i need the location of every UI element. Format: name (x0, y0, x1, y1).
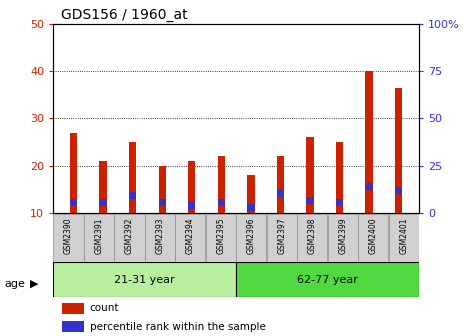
Bar (395, 88, 402, 213)
Text: ▶: ▶ (30, 279, 38, 289)
FancyBboxPatch shape (114, 214, 144, 262)
Bar (70, 199, 77, 206)
Bar (247, 175, 255, 213)
Text: count: count (90, 303, 119, 313)
Bar (365, 182, 373, 190)
Bar (395, 187, 402, 194)
Text: GSM2395: GSM2395 (216, 217, 225, 254)
FancyBboxPatch shape (297, 214, 327, 262)
FancyBboxPatch shape (175, 214, 206, 262)
Bar (62, 303, 84, 313)
Bar (188, 202, 195, 209)
FancyBboxPatch shape (84, 214, 114, 262)
Bar (277, 157, 284, 213)
Bar (100, 161, 107, 213)
FancyBboxPatch shape (206, 214, 236, 262)
Text: GSM2394: GSM2394 (186, 217, 195, 254)
Bar (62, 321, 84, 332)
Text: GSM2396: GSM2396 (247, 217, 256, 254)
FancyBboxPatch shape (267, 214, 297, 262)
Bar (365, 71, 373, 213)
Bar (336, 199, 343, 206)
Text: percentile rank within the sample: percentile rank within the sample (90, 322, 265, 332)
Text: GSM2390: GSM2390 (64, 217, 73, 254)
Bar (336, 142, 343, 213)
Bar (129, 142, 137, 213)
Text: GSM2393: GSM2393 (156, 217, 164, 254)
Text: GSM2397: GSM2397 (277, 217, 286, 254)
Bar (277, 190, 284, 197)
Bar (129, 192, 137, 199)
Bar (188, 161, 195, 213)
Text: age: age (5, 279, 25, 289)
FancyBboxPatch shape (236, 214, 267, 262)
Text: GSM2391: GSM2391 (94, 217, 103, 254)
FancyBboxPatch shape (236, 262, 419, 297)
Bar (307, 137, 314, 213)
FancyBboxPatch shape (145, 214, 175, 262)
Text: GDS156 / 1960_at: GDS156 / 1960_at (61, 8, 187, 23)
Bar (307, 197, 314, 204)
Text: 62-77 year: 62-77 year (297, 275, 358, 285)
Bar (158, 166, 166, 213)
Bar (218, 199, 225, 206)
Text: GSM2401: GSM2401 (399, 217, 408, 254)
Text: GSM2398: GSM2398 (308, 217, 317, 254)
Bar (100, 199, 107, 206)
FancyBboxPatch shape (328, 214, 358, 262)
Bar (218, 157, 225, 213)
FancyBboxPatch shape (53, 214, 84, 262)
Bar (70, 133, 77, 213)
Bar (158, 199, 166, 206)
FancyBboxPatch shape (53, 262, 236, 297)
Text: GSM2399: GSM2399 (338, 217, 347, 254)
Text: GSM2400: GSM2400 (369, 217, 378, 254)
Text: GSM2392: GSM2392 (125, 217, 134, 254)
FancyBboxPatch shape (358, 214, 388, 262)
Bar (247, 204, 255, 211)
FancyBboxPatch shape (388, 214, 419, 262)
Text: 21-31 year: 21-31 year (114, 275, 175, 285)
